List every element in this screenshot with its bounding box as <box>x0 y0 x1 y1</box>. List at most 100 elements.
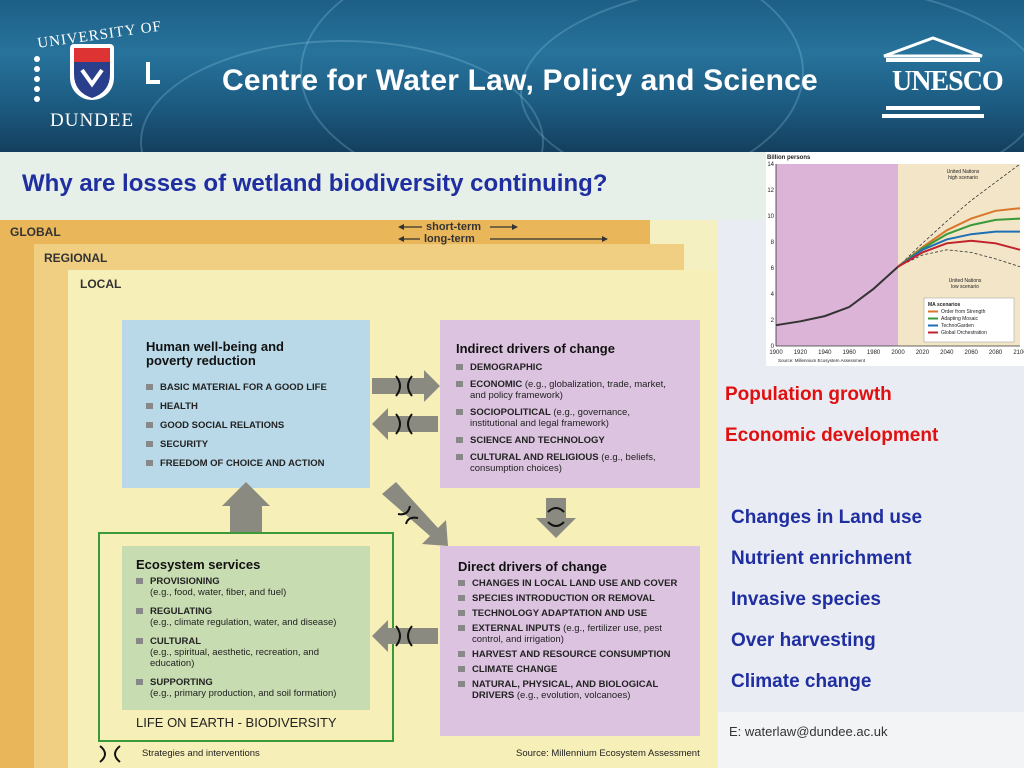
list-item: SECURITY <box>146 439 370 450</box>
unesco-logo: UNESCO <box>880 36 1004 120</box>
direct-title: Direct drivers of change <box>458 559 607 574</box>
ma-framework-diagram: GLOBAL REGIONAL LOCAL short-term long-te… <box>0 220 718 768</box>
point-land-use: Changes in Land use <box>731 507 923 528</box>
x-tick-label: 2060 <box>965 350 979 356</box>
list-item: FREEDOM OF CHOICE AND ACTION <box>146 458 370 469</box>
series-line <box>897 239 1021 268</box>
point-invasive: Invasive species <box>731 589 881 610</box>
arrow-left-lower <box>372 620 438 652</box>
y-tick-label: 4 <box>771 292 775 298</box>
x-tick-label: 2000 <box>891 350 905 356</box>
flow-arrows <box>99 370 576 763</box>
diagram-source: Source: Millennium Ecosystem Assessment <box>516 748 700 759</box>
list-item: HARVEST AND RESOURCE CONSUMPTION <box>458 649 700 660</box>
list-item: PROVISIONING (e.g., food, water, fiber, a… <box>136 576 370 598</box>
arrow-left <box>372 408 438 440</box>
wellbeing-box: Human well-being and poverty reduction B… <box>122 320 370 488</box>
direct-list: CHANGES IN LOCAL LAND USE AND COVER SPEC… <box>458 578 700 701</box>
indirect-list: DEMOGRAPHIC ECONOMIC (e.g., globalizatio… <box>456 362 700 474</box>
x-tick-label: 2020 <box>916 350 930 356</box>
arrow-down <box>536 498 576 538</box>
legend-entry: Order from Strength <box>941 309 986 315</box>
list-item: REGULATING (e.g., climate regulation, wat… <box>136 606 370 628</box>
un-high-label: United Nations <box>947 169 980 175</box>
point-population-growth: Population growth <box>725 384 892 405</box>
point-harvesting: Over harvesting <box>731 630 876 651</box>
un-low-line <box>897 249 1021 268</box>
list-item: CHANGES IN LOCAL LAND USE AND COVER <box>458 578 700 589</box>
list-item: SCIENCE AND TECHNOLOGY <box>456 435 700 446</box>
un-high-label: high scenario <box>948 175 978 181</box>
chart-source: Source: Millennium Ecosystem Assessment <box>778 358 866 363</box>
y-tick-label: 14 <box>767 162 774 168</box>
series-line <box>897 230 1020 268</box>
y-tick-label: 6 <box>771 266 775 272</box>
point-economic-development: Economic development <box>725 425 939 446</box>
un-high-line <box>897 163 1021 267</box>
x-tick-label: 1900 <box>769 350 783 356</box>
legend-box <box>923 297 1015 343</box>
point-climate: Climate change <box>731 671 872 692</box>
logo-mark <box>146 62 150 84</box>
list-item: TECHNOLOGY ADAPTATION AND USE <box>458 608 700 619</box>
direct-drivers-box: Direct drivers of change CHANGES IN LOCA… <box>440 546 700 736</box>
footer-bar <box>718 712 1024 768</box>
y-tick-label: 0 <box>771 344 775 350</box>
y-tick-label: 2 <box>771 318 775 324</box>
arrow-diagonal <box>382 482 448 546</box>
list-item: GOOD SOCIAL RELATIONS <box>146 420 370 431</box>
university-crest <box>70 44 114 100</box>
list-item: CULTURAL (e.g., spiritual, aesthetic, rec… <box>136 636 320 669</box>
list-item: NATURAL, PHYSICAL, AND BIOLOGICAL DRIVER… <box>458 679 692 701</box>
list-item: SPECIES INTRODUCTION OR REMOVAL <box>458 593 700 604</box>
logo-dots <box>34 56 40 106</box>
university-name-bottom: DUNDEE <box>50 110 135 131</box>
contact-email[interactable]: E: waterlaw@dundee.ac.uk <box>729 724 888 739</box>
legend-entry: TechnoGarden <box>941 323 974 329</box>
long-term-label: long-term <box>424 233 475 245</box>
x-tick-label: 1980 <box>867 350 881 356</box>
history-zone <box>776 164 898 346</box>
ecosystem-list: PROVISIONING (e.g., food, water, fiber, a… <box>136 576 370 699</box>
x-tick-label: 2100 <box>1013 350 1024 356</box>
historical-line <box>775 265 899 327</box>
logo-mark-foot <box>146 80 160 84</box>
y-tick-label: 12 <box>767 188 774 194</box>
biodiversity-label: LIFE ON EARTH - BIODIVERSITY <box>136 715 337 730</box>
time-arrows <box>398 224 608 242</box>
indirect-title: Indirect drivers of change <box>456 341 615 356</box>
x-tick-label: 2040 <box>940 350 954 356</box>
legend-entry: Adapting Mosaic <box>941 316 978 322</box>
x-tick-label: 2080 <box>989 350 1003 356</box>
list-item: CULTURAL AND RELIGIOUS (e.g., beliefs, c… <box>456 452 680 474</box>
un-low-label: United Nations <box>949 278 982 284</box>
x-tick-label: 1940 <box>818 350 832 356</box>
strategies-label: Strategies and interventions <box>142 748 260 759</box>
x-tick-label: 1960 <box>843 350 857 356</box>
short-term-label: short-term <box>426 221 482 233</box>
population-chart: Billion persons 0 2 4 6 8 10 12 14 1900 1920 1940 19… <box>766 152 1024 366</box>
x-tick-label: 1920 <box>794 350 808 356</box>
list-item: CLIMATE CHANGE <box>458 664 700 675</box>
y-tick-label: 10 <box>767 214 774 220</box>
local-label: LOCAL <box>80 277 122 291</box>
title-bar <box>0 152 766 220</box>
wellbeing-title: Human well-being and poverty reduction <box>146 339 284 368</box>
point-nutrient: Nutrient enrichment <box>731 548 912 569</box>
list-item: EXTERNAL INPUTS (e.g., fertilizer use, p… <box>458 623 682 645</box>
regional-label: REGIONAL <box>44 251 108 265</box>
list-item: ECONOMIC (e.g., globalization, trade, ma… <box>456 379 670 401</box>
legend-entry: Global Orchestration <box>941 330 987 336</box>
y-tick-label: 8 <box>771 240 775 246</box>
centre-title: Centre for Water Law, Policy and Science <box>222 64 818 97</box>
strategies-icon <box>99 745 121 763</box>
slide-title: Why are losses of wetland biodiversity c… <box>22 170 608 197</box>
list-item: HEALTH <box>146 401 370 412</box>
list-item: SOCIOPOLITICAL (e.g., governance, instit… <box>456 407 670 429</box>
un-low-label: low scenario <box>951 284 979 290</box>
arrow-right <box>372 370 440 402</box>
list-item: BASIC MATERIAL FOR A GOOD LIFE <box>146 382 370 393</box>
ecosystem-services-box: Ecosystem services PROVISIONING (e.g., fo… <box>122 546 370 710</box>
list-item: SUPPORTING (e.g., primary production, and… <box>136 677 370 699</box>
list-item: DEMOGRAPHIC <box>456 362 700 373</box>
